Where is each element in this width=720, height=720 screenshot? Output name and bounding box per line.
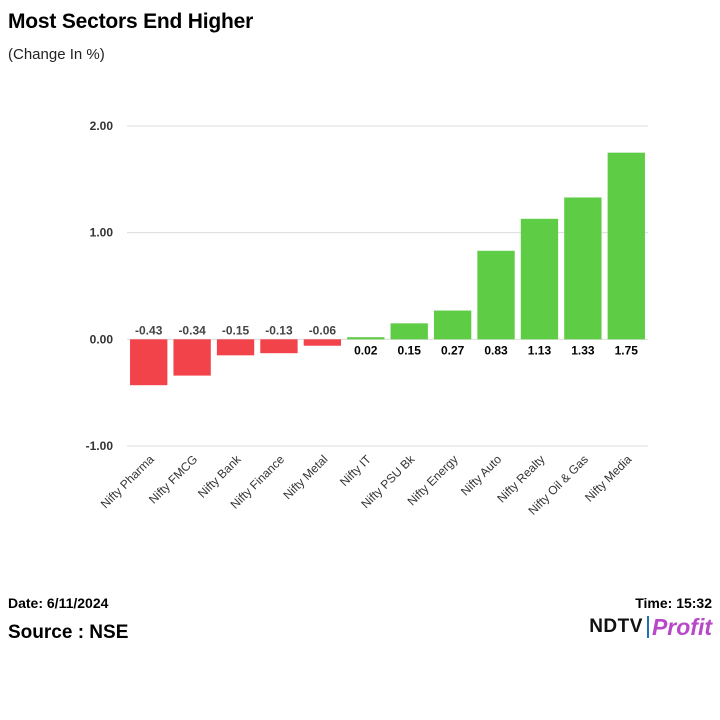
data-label: -0.43 xyxy=(135,323,163,337)
x-tick-label: Nifty IT xyxy=(337,452,374,489)
date-label: Date: 6/11/2024 xyxy=(8,595,109,611)
time-label: Time: 15:32 xyxy=(635,595,712,611)
bar xyxy=(216,339,255,356)
data-label: -0.15 xyxy=(222,323,250,337)
data-label: 1.13 xyxy=(528,343,552,357)
chart-title: Most Sectors End Higher xyxy=(8,10,254,33)
logo-divider xyxy=(646,616,649,638)
data-label: 0.15 xyxy=(398,343,422,357)
x-tick-label: Nifty Metal xyxy=(281,452,331,502)
logo-profit-text: Profit xyxy=(651,613,712,640)
bar xyxy=(130,339,168,386)
x-tick-label: Nifty Media xyxy=(582,452,635,505)
bar-chart: 2.00 1.00 0.00 -1.00 -0.43 Nifty Pharma -0.34 N… xyxy=(86,119,648,518)
bar xyxy=(607,152,645,340)
y-tick-label: 1.00 xyxy=(90,226,114,240)
bar xyxy=(390,323,428,340)
y-tick-label: -1.00 xyxy=(86,439,114,453)
data-label: 1.75 xyxy=(615,343,639,357)
x-tick-label: Nifty Pharma xyxy=(98,452,157,511)
logo-ndtv-text: NDTV xyxy=(589,616,643,637)
source-label: Source : NSE xyxy=(8,622,129,643)
bar xyxy=(477,250,515,340)
data-label: 0.02 xyxy=(354,343,378,357)
bar xyxy=(520,218,559,340)
data-label: -0.13 xyxy=(265,323,293,337)
bar xyxy=(260,339,298,354)
data-label: 1.33 xyxy=(571,343,595,357)
y-tick-label: 0.00 xyxy=(90,332,114,346)
bar xyxy=(303,339,342,346)
chart-subtitle: (Change In %) xyxy=(8,46,105,63)
bar xyxy=(433,310,472,340)
bar xyxy=(173,339,211,376)
bar xyxy=(564,197,602,340)
data-label: 0.83 xyxy=(484,343,508,357)
data-label: -0.06 xyxy=(309,323,337,337)
ndtv-profit-logo: NDTV Profit xyxy=(589,612,712,642)
data-label: 0.27 xyxy=(441,343,465,357)
y-tick-label: 2.00 xyxy=(90,119,114,133)
bar xyxy=(347,337,385,340)
data-label: -0.34 xyxy=(178,323,206,337)
